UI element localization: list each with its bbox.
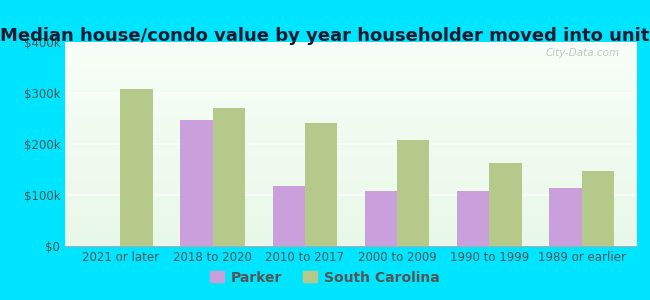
Bar <box>582 170 614 246</box>
Bar <box>365 191 397 246</box>
Bar <box>120 89 153 246</box>
Bar <box>457 191 489 246</box>
Bar <box>180 119 213 246</box>
Bar <box>397 140 430 246</box>
Text: Median house/condo value by year householder moved into unit: Median house/condo value by year househo… <box>0 27 650 45</box>
Bar <box>272 186 305 246</box>
Bar <box>305 123 337 246</box>
Text: City-Data.com: City-Data.com <box>546 48 620 58</box>
Legend: Parker, South Carolina: Parker, South Carolina <box>205 265 445 290</box>
Bar <box>549 188 582 246</box>
Bar <box>213 108 245 246</box>
Bar <box>489 163 522 246</box>
